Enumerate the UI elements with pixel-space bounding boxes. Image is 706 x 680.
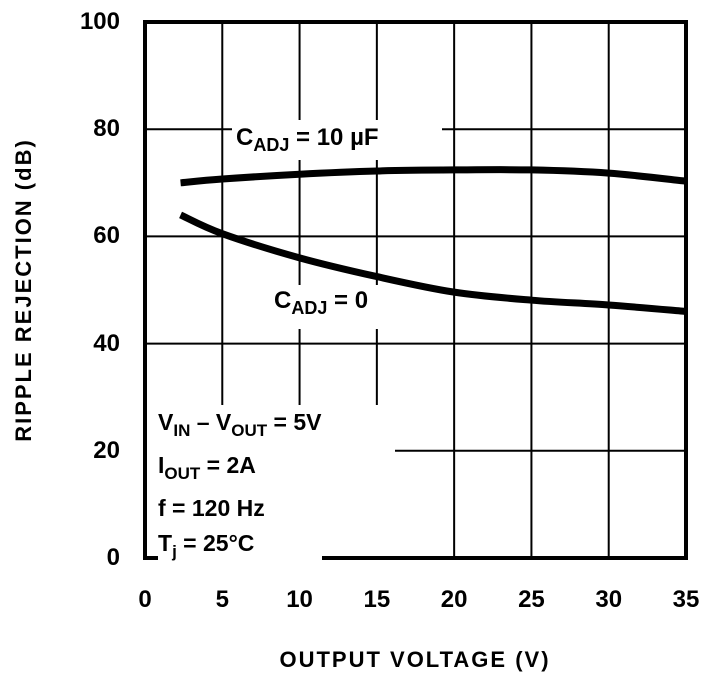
y-tick-label: 80 xyxy=(93,115,120,143)
data-curves xyxy=(179,166,687,315)
curve-label-cadj-10uf: CADJ = 10 µF xyxy=(236,124,379,155)
x-tick-label: 20 xyxy=(440,586,468,613)
curve-cadj-10uf xyxy=(180,166,687,187)
y-tick-label: 0 xyxy=(106,544,120,571)
label-mask xyxy=(232,120,442,160)
x-axis-label: OUTPUT VOLTAGE (V) xyxy=(279,647,551,672)
y-tick-label: 60 xyxy=(93,222,120,250)
label-mask xyxy=(270,285,392,329)
condition-vin-vout: VIN – VOUT = 5V xyxy=(158,409,322,440)
condition-iout: IOUT = 2A xyxy=(158,452,256,483)
x-tick-label: 10 xyxy=(286,586,313,613)
x-tick-label: 15 xyxy=(363,586,391,613)
y-tick-label: 40 xyxy=(93,329,120,357)
x-tick-label: 35 xyxy=(672,586,700,613)
x-tick-label: 25 xyxy=(518,586,545,613)
curve-cadj-0 xyxy=(179,211,687,315)
condition-temperature: Tj = 25°C xyxy=(158,530,255,561)
y-tick-label: 20 xyxy=(93,436,120,464)
plot-frame xyxy=(143,20,688,560)
y-axis-label: RIPPLE REJECTION (dB) xyxy=(11,138,36,442)
curve-label-cadj-0: CADJ = 0 xyxy=(274,287,369,318)
x-tick-label: 5 xyxy=(215,586,229,613)
y-tick-label: 100 xyxy=(79,8,120,35)
x-tick-label: 30 xyxy=(595,586,623,613)
test-conditions: VIN – VOUT = 5V IOUT = 2A f = 120 Hz Tj … xyxy=(158,405,322,569)
x-tick-label: 0 xyxy=(138,586,152,613)
condition-frequency: f = 120 Hz xyxy=(158,495,265,521)
